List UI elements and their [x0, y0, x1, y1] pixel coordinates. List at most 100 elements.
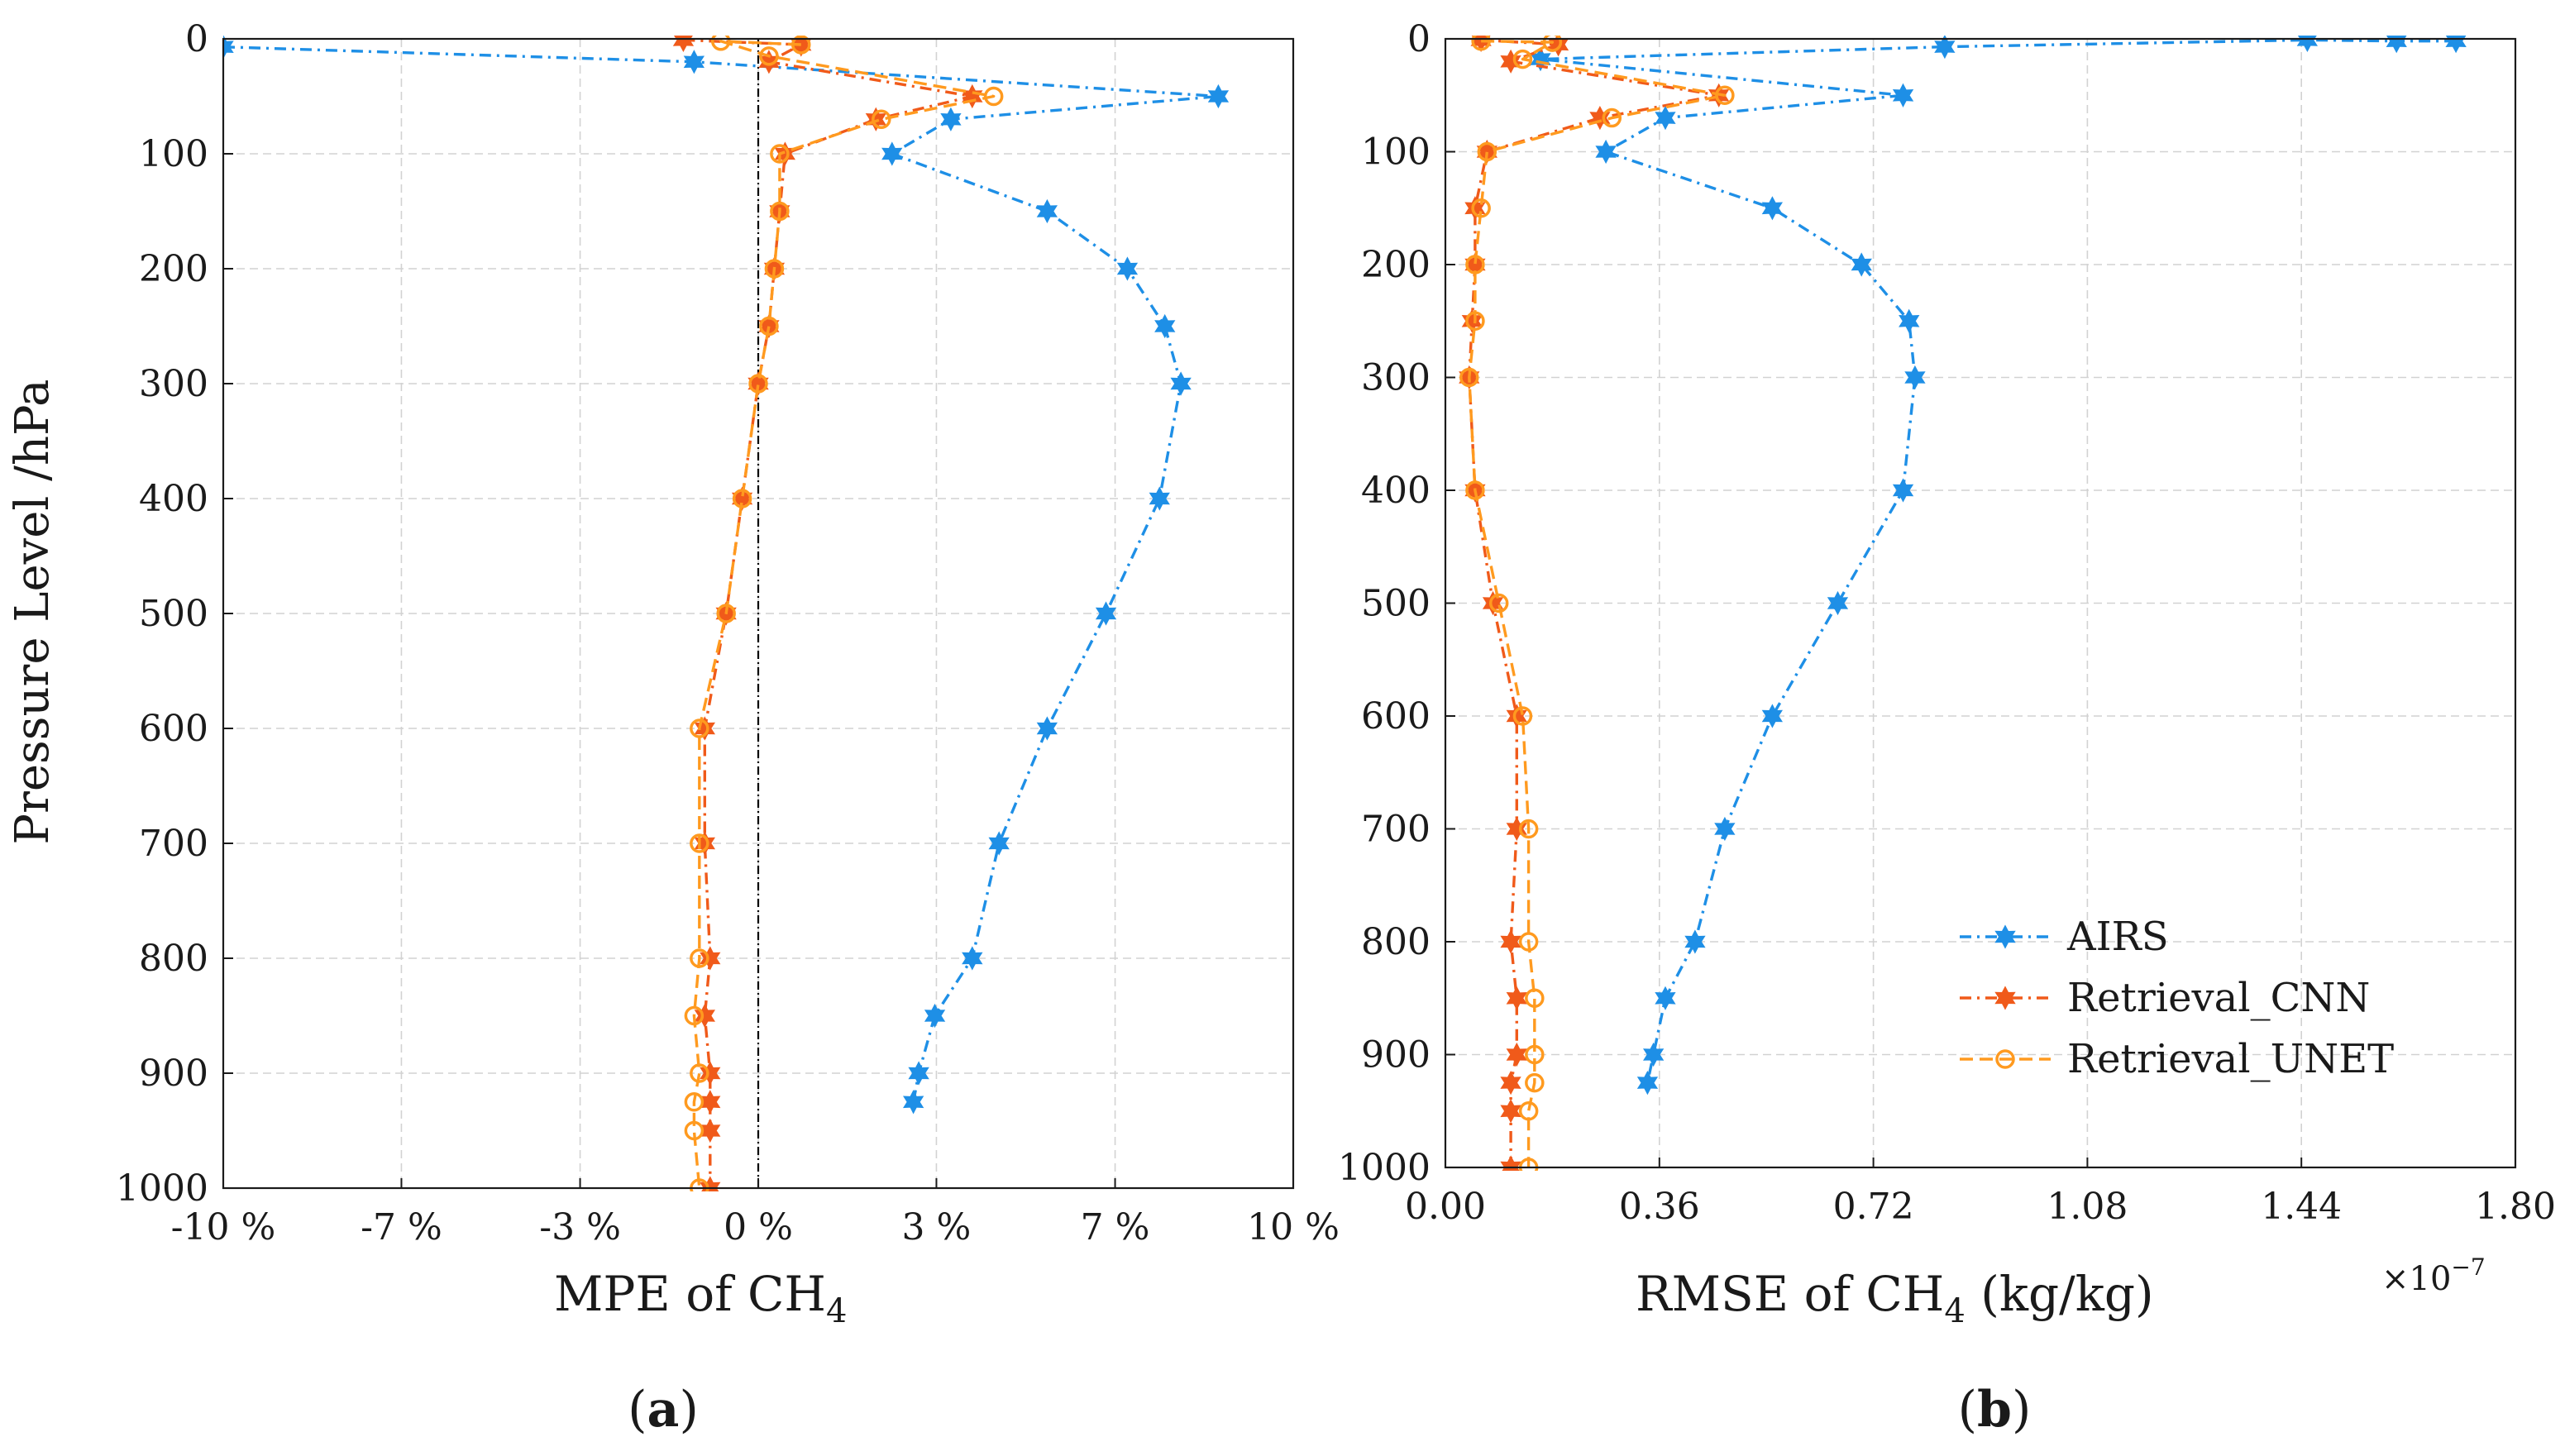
data-point-retrieval-unet [1459, 367, 1479, 388]
data-point-retrieval-unet [770, 201, 790, 222]
y-tick-label: 200 [139, 248, 208, 290]
data-point-retrieval-cnn [731, 486, 753, 511]
data-point-retrieval-unet [732, 489, 752, 508]
data-point-airs [1934, 36, 1956, 60]
panel-a-label: (a) [628, 1381, 699, 1439]
panel-a-series [223, 36, 1230, 1191]
series-line-retrieval-cnn [683, 38, 974, 1188]
data-point-retrieval-unet [684, 1005, 705, 1026]
multiplier-base: ×10 [2381, 1260, 2451, 1298]
y-tick-label: 700 [139, 823, 208, 865]
y-tick-label: 900 [139, 1053, 208, 1095]
y-tick-label: 900 [1361, 1034, 1431, 1076]
legend-item-retrieval-unet: Retrieval_UNET [1960, 1036, 2394, 1082]
y-tick-label: 400 [139, 478, 208, 520]
data-point-retrieval-unet [1465, 255, 1485, 274]
data-point-airs [2386, 36, 2407, 54]
data-point-airs [1761, 704, 1783, 728]
series-clip-group [1459, 36, 2467, 1171]
data-point-retrieval-unet [1488, 593, 1509, 613]
y-tick-label: 100 [139, 133, 208, 175]
y-tick-label: 0 [1407, 18, 1431, 60]
data-point-airs [1827, 590, 1849, 616]
data-point-retrieval-cnn [1506, 986, 1527, 1010]
panel-b-legend: AIRS Retrieval_CNN Retrieval_UNET [1960, 914, 2394, 1082]
y-tick-label: 1000 [116, 1167, 208, 1210]
panel-a-frame [222, 37, 1295, 1190]
data-point-retrieval-cnn [700, 1061, 721, 1086]
series-retrieval-unet [1459, 36, 1735, 1171]
data-point-retrieval-cnn [1506, 704, 1527, 728]
y-tick-label: 600 [1361, 695, 1431, 738]
data-point-retrieval-unet [1471, 198, 1491, 218]
data-point-retrieval-unet [1525, 1044, 1545, 1065]
data-point-airs [1636, 1070, 1659, 1096]
y-tick-label: 200 [1361, 244, 1431, 286]
series-line-retrieval-unet [692, 40, 996, 1189]
data-point-retrieval-unet [690, 1063, 709, 1083]
x-tick-label: 0.36 [1619, 1186, 1700, 1228]
panel-b-xlabel-suffix: (kg/kg) [1966, 1266, 2154, 1322]
data-point-retrieval-unet [748, 374, 768, 394]
data-point-airs [1036, 198, 1058, 224]
data-point-retrieval-unet [684, 1120, 705, 1141]
x-tick-label: 0.72 [1833, 1186, 1914, 1228]
panel-a-xlabel-subscript: 4 [826, 1292, 847, 1330]
legend-item-airs: AIRS [1960, 914, 2169, 960]
data-point-retrieval-unet [1518, 819, 1539, 839]
data-point-retrieval-unet [791, 36, 811, 55]
series-line-airs [1539, 38, 2457, 1083]
data-point-retrieval-cnn [1506, 1042, 1527, 1067]
y-tick-label: 0 [185, 18, 208, 60]
data-point-retrieval-cnn [672, 36, 695, 53]
y-tick-label: 800 [1361, 921, 1431, 963]
data-point-retrieval-unet [1518, 932, 1539, 952]
panel-a-label-letter: a [647, 1381, 680, 1439]
data-point-retrieval-cnn [1482, 590, 1504, 616]
data-point-retrieval-unet [1518, 1101, 1539, 1121]
panel-b-ticks: 0.00 0.36 0.72 1.08 1.44 1.80 0 100 200 300 400 500… [1338, 18, 2556, 1228]
data-point-airs [988, 831, 1010, 856]
series-line-airs [223, 45, 1220, 1103]
legend-item-retrieval-cnn: Retrieval_CNN [1960, 975, 2370, 1021]
data-point-airs [908, 1061, 929, 1086]
panel-b-label-letter: b [1977, 1381, 2012, 1439]
y-tick-label: 300 [139, 363, 208, 405]
x-tick-label: 0 % [724, 1206, 793, 1248]
series-clip-group [223, 36, 1230, 1191]
y-tick-label: 500 [1361, 583, 1431, 625]
y-tick-label: 500 [139, 593, 208, 635]
legend-swatch-marker [1994, 924, 2016, 949]
data-point-retrieval-cnn [758, 313, 780, 339]
legend-swatch-marker [1994, 986, 2016, 1010]
data-point-retrieval-unet [1525, 988, 1545, 1008]
data-point-airs [1655, 105, 1676, 131]
data-point-airs [1643, 1042, 1665, 1067]
multiplier-exponent: −7 [2451, 1253, 2485, 1281]
data-point-airs [1116, 256, 1139, 281]
x-tick-label: 1.80 [2475, 1186, 2556, 1228]
data-point-retrieval-cnn [1500, 929, 1521, 954]
data-point-retrieval-unet [716, 604, 736, 623]
data-point-retrieval-cnn [962, 84, 983, 109]
data-point-airs [1714, 816, 1736, 842]
legend-label: Retrieval_CNN [2067, 975, 2370, 1021]
x-tick-label: 1.44 [2261, 1186, 2342, 1228]
y-tick-label: 600 [139, 708, 208, 750]
data-point-retrieval-cnn [1464, 196, 1486, 221]
panel-a-ticks: -10 % -7 % -3 % 0 % 3 % 7 % 10 % 0 100 200 300 400 5… [116, 18, 1340, 1248]
data-point-airs [1154, 313, 1176, 339]
data-point-retrieval-unet [764, 259, 785, 279]
x-tick-label: 10 % [1247, 1206, 1340, 1248]
data-point-retrieval-cnn [700, 946, 721, 971]
data-point-airs [2296, 36, 2318, 53]
data-point-retrieval-unet [872, 109, 891, 130]
y-tick-label: 700 [1361, 809, 1431, 851]
data-point-airs [1851, 252, 1872, 277]
data-point-airs [2445, 36, 2467, 54]
data-point-retrieval-cnn [1500, 1070, 1521, 1096]
data-point-retrieval-cnn [1500, 1099, 1521, 1124]
y-tick-label: 400 [1361, 470, 1431, 512]
y-axis-title: Pressure Level /hPa [6, 379, 60, 844]
data-point-airs [223, 36, 234, 60]
